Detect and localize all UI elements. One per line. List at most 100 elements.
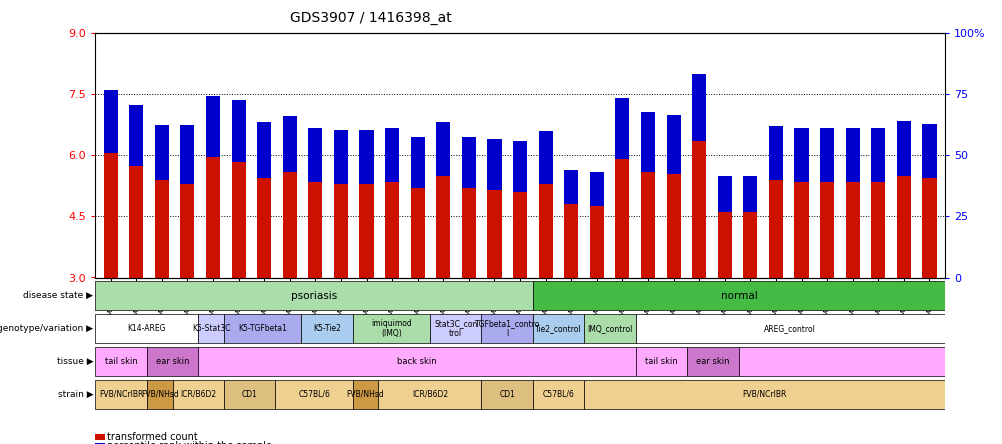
- Bar: [871, 182, 885, 278]
- Bar: [615, 99, 629, 159]
- Bar: [532, 281, 944, 310]
- Text: C57BL/6: C57BL/6: [542, 390, 574, 399]
- Bar: [129, 166, 143, 278]
- Bar: [481, 314, 532, 343]
- Text: back skin: back skin: [397, 357, 437, 366]
- Text: ICR/B6D2: ICR/B6D2: [180, 390, 216, 399]
- Text: imiquimod
(IMQ): imiquimod (IMQ): [371, 319, 411, 338]
- Bar: [845, 182, 859, 278]
- Bar: [198, 347, 635, 376]
- Bar: [461, 188, 475, 278]
- Bar: [584, 380, 944, 409]
- Bar: [146, 347, 198, 376]
- Bar: [231, 162, 245, 278]
- Bar: [436, 176, 450, 278]
- Text: FVB/NHsd: FVB/NHsd: [140, 390, 178, 399]
- Bar: [308, 182, 322, 278]
- Text: TGFbeta1_contro
l: TGFbeta1_contro l: [474, 319, 539, 338]
- Bar: [794, 128, 808, 182]
- Bar: [845, 128, 859, 182]
- Text: ear skin: ear skin: [695, 357, 729, 366]
- Bar: [353, 380, 378, 409]
- Bar: [359, 130, 373, 184]
- Bar: [334, 130, 348, 184]
- Bar: [436, 122, 450, 176]
- Text: strain ▶: strain ▶: [57, 390, 93, 399]
- Bar: [640, 112, 654, 172]
- Bar: [666, 115, 680, 174]
- Bar: [95, 347, 146, 376]
- Bar: [283, 115, 297, 172]
- Bar: [430, 314, 481, 343]
- Bar: [922, 124, 936, 178]
- Bar: [276, 380, 353, 409]
- Bar: [922, 178, 936, 278]
- Bar: [283, 172, 297, 278]
- Bar: [385, 182, 399, 278]
- Bar: [154, 125, 168, 180]
- Bar: [257, 178, 271, 278]
- Bar: [691, 74, 705, 141]
- Bar: [353, 314, 430, 343]
- Bar: [666, 174, 680, 278]
- Bar: [461, 137, 475, 188]
- Bar: [820, 182, 834, 278]
- Bar: [717, 176, 731, 212]
- Bar: [589, 206, 603, 278]
- Bar: [334, 184, 348, 278]
- Bar: [686, 347, 738, 376]
- Bar: [481, 380, 532, 409]
- Text: tail skin: tail skin: [104, 357, 137, 366]
- Bar: [691, 141, 705, 278]
- Text: K14-AREG: K14-AREG: [127, 324, 166, 333]
- Text: normal: normal: [719, 291, 757, 301]
- Text: IMQ_control: IMQ_control: [587, 324, 632, 333]
- Bar: [738, 347, 944, 376]
- Bar: [223, 314, 301, 343]
- Bar: [410, 188, 424, 278]
- Bar: [95, 281, 532, 310]
- Bar: [742, 212, 757, 278]
- Text: genotype/variation ▶: genotype/variation ▶: [0, 324, 93, 333]
- Text: K5-Stat3C: K5-Stat3C: [191, 324, 230, 333]
- Bar: [564, 170, 578, 204]
- Bar: [154, 180, 168, 278]
- Bar: [635, 314, 944, 343]
- Bar: [487, 139, 501, 190]
- Text: ear skin: ear skin: [155, 357, 189, 366]
- Bar: [487, 190, 501, 278]
- Bar: [896, 176, 910, 278]
- Bar: [532, 380, 584, 409]
- Text: Stat3C_con
trol: Stat3C_con trol: [434, 319, 477, 338]
- Bar: [532, 314, 584, 343]
- Bar: [129, 104, 143, 166]
- Bar: [257, 122, 271, 178]
- Bar: [205, 96, 219, 158]
- Text: CD1: CD1: [499, 390, 515, 399]
- Text: tissue ▶: tissue ▶: [56, 357, 93, 366]
- Text: Tie2_control: Tie2_control: [535, 324, 581, 333]
- Bar: [640, 172, 654, 278]
- Bar: [769, 126, 783, 180]
- Text: FVB/NCrIBR: FVB/NCrIBR: [741, 390, 786, 399]
- Bar: [794, 182, 808, 278]
- Bar: [410, 137, 424, 188]
- Bar: [95, 380, 146, 409]
- Text: psoriasis: psoriasis: [291, 291, 337, 301]
- Bar: [146, 380, 172, 409]
- Bar: [172, 380, 223, 409]
- Bar: [512, 141, 527, 192]
- Bar: [769, 180, 783, 278]
- Text: FVB/NCrIBR: FVB/NCrIBR: [99, 390, 143, 399]
- Bar: [538, 131, 552, 184]
- Text: ICR/B6D2: ICR/B6D2: [412, 390, 448, 399]
- Text: CD1: CD1: [241, 390, 258, 399]
- Bar: [198, 314, 223, 343]
- Bar: [103, 90, 117, 153]
- Bar: [584, 314, 635, 343]
- Bar: [615, 159, 629, 278]
- Text: GDS3907 / 1416398_at: GDS3907 / 1416398_at: [290, 11, 452, 25]
- Bar: [717, 212, 731, 278]
- Bar: [223, 380, 276, 409]
- Text: percentile rank within the sample: percentile rank within the sample: [107, 441, 273, 444]
